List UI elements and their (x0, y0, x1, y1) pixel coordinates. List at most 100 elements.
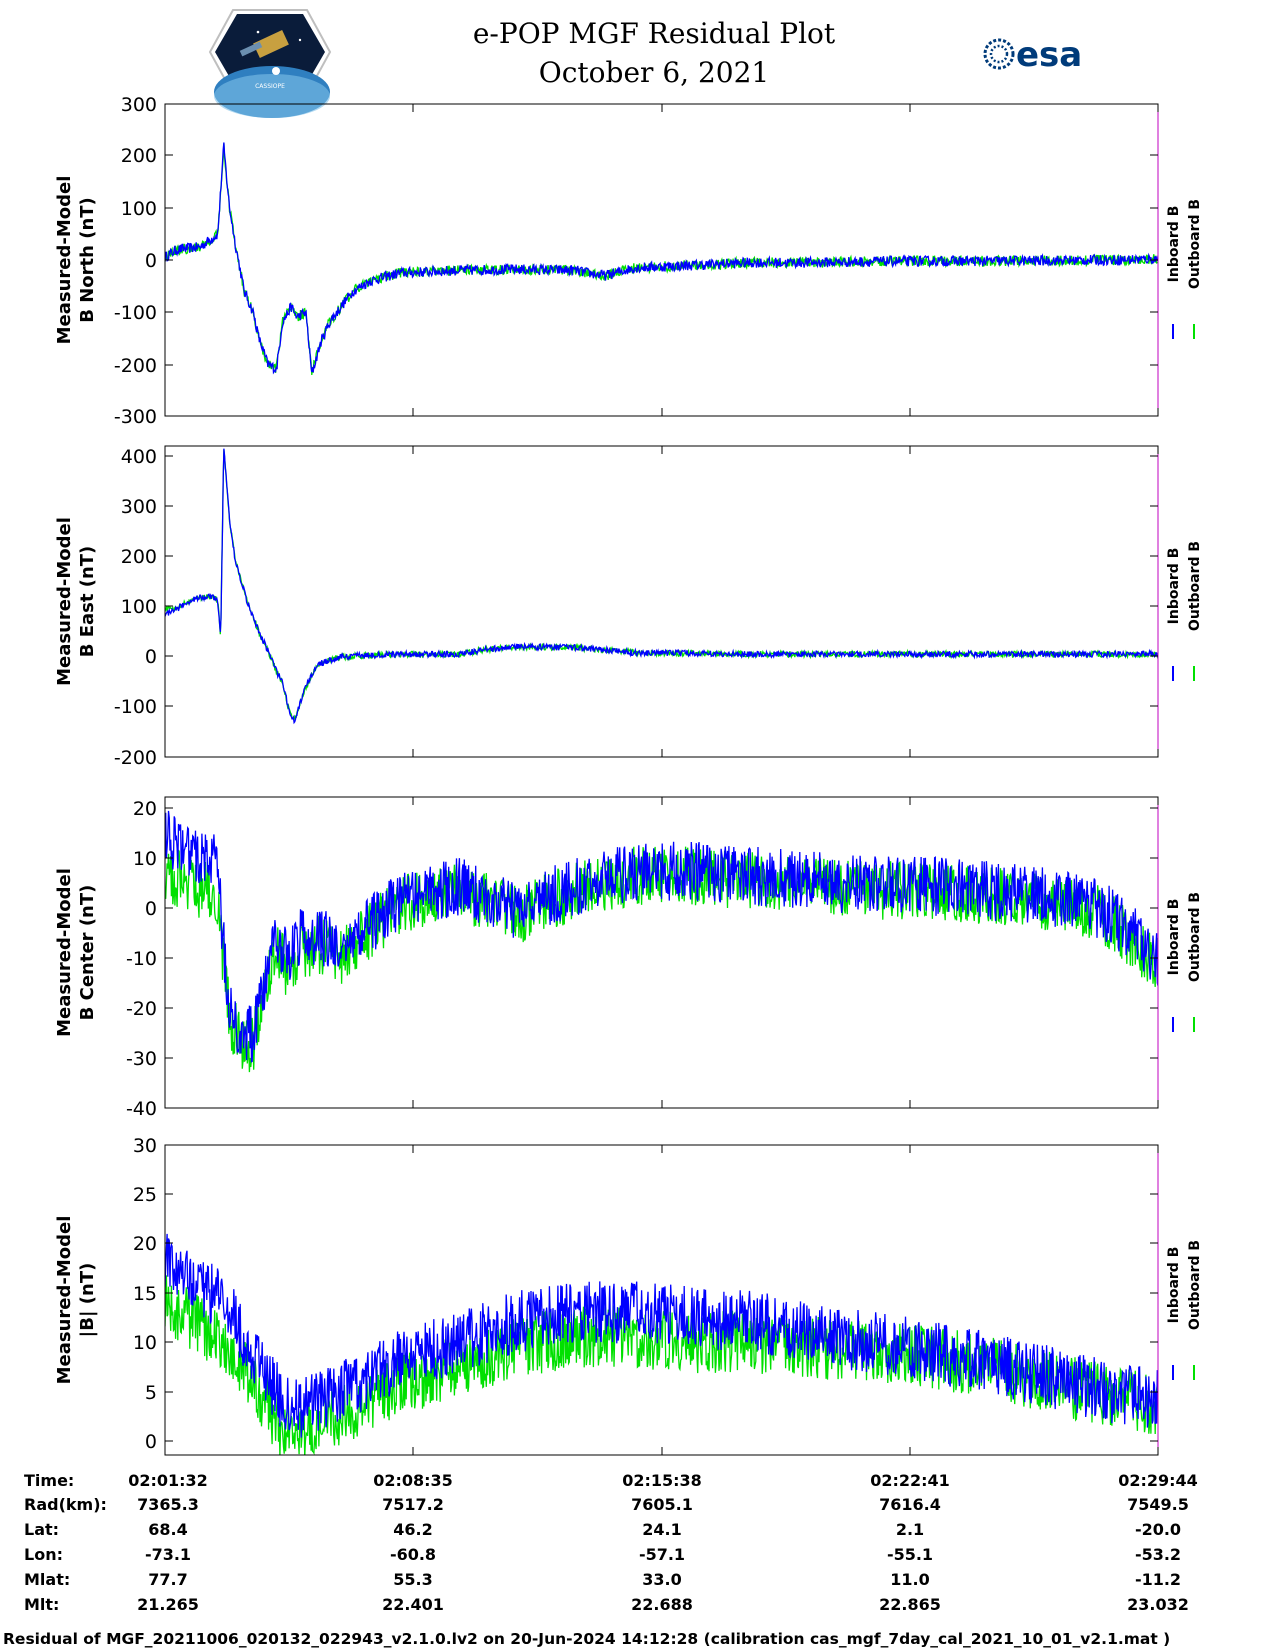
panel-2-ytick-label: 100 (121, 596, 157, 618)
footer-text: Residual of MGF_20211006_020132_022943_v… (3, 1630, 1170, 1648)
info-cell: -20.0 (1135, 1520, 1181, 1539)
panel-4-ytick-label: 5 (145, 1382, 157, 1404)
panel-3-ytick-label: -20 (126, 998, 157, 1020)
panel-2-series-outboard (165, 449, 1158, 721)
panel-1-plot-area (165, 142, 1158, 376)
panel-1-ytick-label: -100 (114, 302, 157, 324)
panel-2-ylabel-line2: B East (nT) (77, 546, 98, 658)
info-cell: 11.0 (890, 1570, 929, 1589)
panel-2-ylabel: Measured-Model B East (nT) (54, 517, 98, 686)
panel-3-ytick-label: -30 (126, 1048, 157, 1070)
panel-1-series-outboard (165, 143, 1158, 376)
panel-2-ytick-label: 0 (145, 646, 157, 668)
panel-3-ytick-label: -40 (126, 1098, 157, 1120)
legend-outboard-label: Outboard B (1187, 1240, 1203, 1330)
info-cell: 2.1 (896, 1520, 924, 1539)
chart-title-line2: October 6, 2021 (539, 56, 769, 89)
panel-4-ylabel-line2: |B| (nT) (77, 1263, 98, 1338)
panel-1-ytick-label: -300 (114, 406, 157, 428)
esa-logo-text: esa (1016, 35, 1082, 75)
panel-2-ytick-label: -200 (114, 747, 157, 769)
info-row-label: Lat: (24, 1520, 59, 1539)
info-row-label: Rad(km): (24, 1495, 107, 1514)
info-cell: 02:15:38 (622, 1471, 702, 1490)
info-cell: 46.2 (393, 1520, 432, 1539)
panel-3-ylabel-line1: Measured-Model (54, 868, 75, 1037)
panel-3-ylabel: Measured-Model B Center (nT) (54, 868, 98, 1037)
panel-3-plot-area (165, 810, 1158, 1073)
legend-outboard-label: Outboard B (1187, 541, 1203, 631)
info-cell: 24.1 (642, 1520, 681, 1539)
panel-1-legend: Inboard B Outboard B (1166, 199, 1203, 339)
panel-4-ytick-label: 30 (133, 1135, 157, 1157)
panel-3: 20 10 0 -10 -20 -30 -40 Measured-Model B Center … (54, 796, 1203, 1120)
info-cell: -55.1 (887, 1545, 933, 1564)
panel-4-ytick-label: 25 (133, 1184, 157, 1206)
info-cell: -73.1 (145, 1545, 191, 1564)
info-row-label: Mlat: (24, 1570, 70, 1589)
panel-4-ylabel: Measured-Model |B| (nT) (54, 1216, 98, 1385)
panel-3-ytick-label: 10 (133, 848, 157, 870)
info-cell: 68.4 (148, 1520, 187, 1539)
info-row-label: Lon: (24, 1545, 63, 1564)
info-cell: 02:22:41 (870, 1471, 950, 1490)
panel-4-ytick-label: 10 (133, 1332, 157, 1354)
info-cell: -11.2 (1135, 1570, 1181, 1589)
panel-3-legend: Inboard B Outboard B (1166, 892, 1203, 1032)
panel-3-series-inboard (165, 810, 1158, 1063)
cassiope-logo-text: CASSIOPE (255, 83, 285, 90)
panel-3-ytick-label: 0 (145, 898, 157, 920)
panel-2-plot-area (165, 448, 1158, 725)
panel-4: 30 25 20 15 10 5 0 Measured-Model |B| (nT) Inboar… (54, 1135, 1203, 1456)
legend-inboard-label: Inboard B (1166, 548, 1182, 625)
info-cell: 77.7 (148, 1570, 187, 1589)
panel-1-ylabel: Measured-Model B North (nT) (54, 176, 98, 345)
panel-3-ytick-label: 20 (133, 798, 157, 820)
legend-outboard-label: Outboard B (1187, 199, 1203, 289)
esa-logo: esa (983, 35, 1082, 75)
info-cell: 02:08:35 (373, 1471, 453, 1490)
panel-1-ytick-label: -200 (114, 355, 157, 377)
panel-1-series-inboard (165, 142, 1158, 375)
panel-3-ylabel-line2: B Center (nT) (77, 885, 98, 1021)
panel-2-ytick-label: 200 (121, 546, 157, 568)
info-cell: 02:01:32 (128, 1471, 208, 1490)
panel-4-ylabel-line1: Measured-Model (54, 1216, 75, 1385)
info-cell: 33.0 (642, 1570, 681, 1589)
info-cell: -53.2 (1135, 1545, 1181, 1564)
info-cell: 7616.4 (879, 1495, 941, 1514)
panel-4-ytick-label: 15 (133, 1283, 157, 1305)
panel-1-ytick-label: 200 (121, 145, 157, 167)
info-cell: 22.401 (382, 1595, 444, 1614)
panel-1-ytick-label: 100 (121, 198, 157, 220)
panel-4-ytick-label: 20 (133, 1233, 157, 1255)
info-cell: -57.1 (639, 1545, 685, 1564)
info-cell: 7517.2 (382, 1495, 444, 1514)
info-cell: 21.265 (137, 1595, 199, 1614)
panel-2-ytick-label: -100 (114, 696, 157, 718)
chart-title-line1: e-POP MGF Residual Plot (473, 17, 836, 50)
info-cell: 7605.1 (631, 1495, 693, 1514)
info-row-label: Time: (24, 1471, 74, 1490)
legend-outboard-label: Outboard B (1187, 892, 1203, 982)
panel-2-ytick-label: 300 (121, 496, 157, 518)
panel-2-ytick-label: 400 (121, 446, 157, 468)
cassiope-logo: CASSIOPE (208, 9, 332, 118)
legend-inboard-label: Inboard B (1166, 206, 1182, 283)
panel-1-ytick-label: 300 (121, 94, 157, 116)
panel-3-ytick-label: -10 (126, 948, 157, 970)
info-cell: 22.865 (879, 1595, 941, 1614)
panel-1-ylabel-line1: Measured-Model (54, 176, 75, 345)
info-cell: -60.8 (390, 1545, 436, 1564)
panel-1: 300 200 100 0 -100 -200 -300 Measured-Model B No… (54, 94, 1203, 428)
info-cell: 7365.3 (137, 1495, 199, 1514)
info-row-label: Mlt: (24, 1595, 59, 1614)
panel-2: 400 300 200 100 0 -100 -200 Measured-Model B Eas… (54, 445, 1203, 769)
info-cell: 55.3 (393, 1570, 432, 1589)
panel-4-plot-area (165, 1233, 1158, 1455)
panel-4-series-inboard (165, 1233, 1158, 1438)
info-cell: 7549.5 (1127, 1495, 1189, 1514)
panel-4-legend: Inboard B Outboard B (1166, 1240, 1203, 1380)
legend-inboard-label: Inboard B (1166, 899, 1182, 976)
